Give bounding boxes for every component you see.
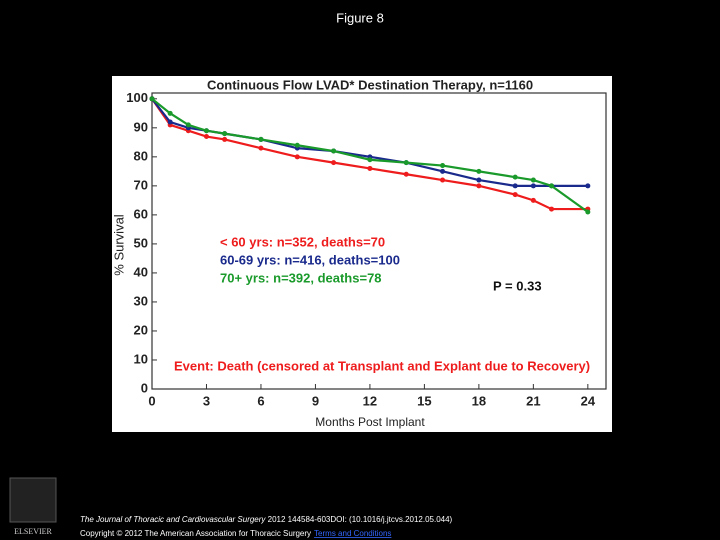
citation: The Journal of Thoracic and Cardiovascul…	[80, 515, 453, 524]
survival-point	[222, 136, 228, 142]
logo-image	[9, 477, 57, 523]
journal: The Journal of Thoracic and Cardiovascul…	[80, 515, 266, 524]
survival-point	[530, 177, 536, 183]
survival-point	[512, 174, 518, 180]
logo-text: ELSEVIER	[14, 527, 52, 536]
survival-line	[151, 97, 589, 213]
survival-point	[585, 183, 591, 189]
x-tick-label: 9	[312, 393, 319, 408]
x-tick-label: 24	[581, 393, 596, 408]
x-tick-label: 18	[472, 393, 486, 408]
plot-frame	[151, 92, 607, 390]
survival-point	[585, 209, 591, 215]
y-tick-label: 20	[134, 322, 148, 337]
survival-point	[222, 131, 228, 137]
survival-point	[549, 183, 555, 189]
survival-point	[149, 96, 155, 102]
survival-point	[294, 154, 300, 160]
survival-point	[331, 160, 337, 166]
copyright: Copyright © 2012 The American Associatio…	[80, 529, 311, 538]
survival-point	[367, 157, 373, 163]
survival-point	[530, 197, 536, 203]
survival-point	[512, 183, 518, 189]
survival-point	[167, 119, 173, 125]
p-value: P = 0.33	[493, 278, 542, 293]
survival-point	[440, 168, 446, 174]
survival-point	[549, 206, 555, 212]
survival-point	[530, 183, 536, 189]
y-tick-label: 80	[134, 148, 148, 163]
terms-link[interactable]: Terms and Conditions	[314, 529, 391, 538]
survival-point	[476, 168, 482, 174]
slide-title: Figure 8	[336, 10, 384, 25]
survival-point	[294, 142, 300, 148]
copyright-line: Copyright © 2012 The American Associatio…	[80, 529, 391, 538]
survival-point	[403, 160, 409, 166]
x-tick-label: 21	[526, 393, 540, 408]
x-tick-label: 15	[417, 393, 431, 408]
survival-point	[167, 110, 173, 116]
x-tick-label: 12	[363, 393, 377, 408]
y-tick-label: 60	[134, 206, 148, 221]
x-tick-label: 3	[203, 393, 210, 408]
x-tick-label: 6	[257, 393, 264, 408]
y-tick-label: 90	[134, 119, 148, 134]
survival-point	[367, 165, 373, 171]
legend-entry: < 60 yrs: n=352, deaths=70	[220, 234, 385, 249]
survival-point	[258, 136, 264, 142]
y-tick-label: 50	[134, 235, 148, 250]
y-tick-label: 40	[134, 264, 148, 279]
survival-line	[151, 98, 588, 187]
citation-details: 2012 144584-603DOI: (10.1016/j.jtcvs.201…	[265, 515, 452, 524]
y-tick-label: 70	[134, 177, 148, 192]
survival-point	[331, 148, 337, 154]
chart-background	[112, 76, 612, 432]
survival-point	[476, 177, 482, 183]
survival-point	[440, 163, 446, 169]
y-tick-label: 10	[134, 351, 148, 366]
survival-point	[403, 171, 409, 177]
y-tick-label: 30	[134, 293, 148, 308]
chart-title: Continuous Flow LVAD* Destination Therap…	[207, 77, 533, 92]
survival-line	[151, 98, 588, 211]
survival-point	[203, 134, 209, 140]
survival-point	[512, 192, 518, 198]
survival-point	[476, 183, 482, 189]
y-tick-label: 100	[126, 90, 148, 105]
survival-point	[203, 128, 209, 134]
survival-point	[185, 122, 191, 128]
legend-entry: 60-69 yrs: n=416, deaths=100	[220, 252, 400, 267]
y-tick-label: 0	[141, 380, 148, 395]
legend-entry: 70+ yrs: n=392, deaths=78	[220, 270, 382, 285]
plot: 0 10 20 30 40 50 60 70 80 90 100 0 3 6 9 12 15 18 21 24 < 60…	[126, 90, 607, 408]
y-axis-label: % Survival	[111, 214, 126, 276]
survival-point	[258, 145, 264, 151]
x-tick-label: 0	[148, 393, 155, 408]
survival-point	[440, 177, 446, 183]
event-note: Event: Death (censored at Transplant and…	[174, 358, 590, 373]
x-axis-label: Months Post Implant	[315, 415, 425, 429]
